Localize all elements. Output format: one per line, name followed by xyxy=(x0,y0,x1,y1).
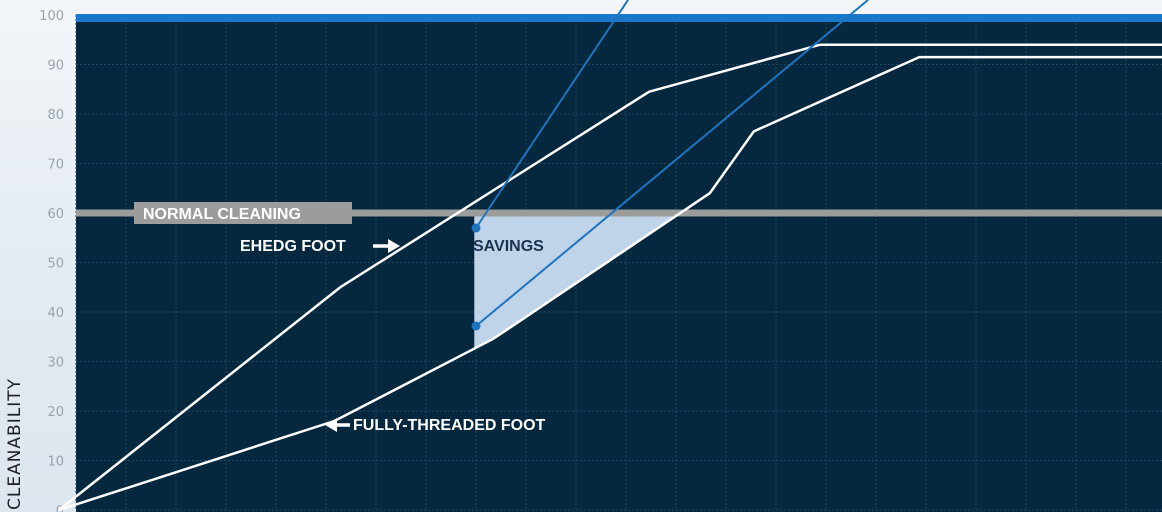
y-tick-label: 100 xyxy=(39,9,64,24)
arrow-right-icon xyxy=(373,239,400,253)
y-tick-label: 10 xyxy=(47,455,64,470)
y-tick-label: 40 xyxy=(47,306,64,321)
pointer-line-upper xyxy=(475,0,629,229)
y-axis-label: CLEANABILITY xyxy=(5,378,25,510)
y-tick-label: 50 xyxy=(47,257,64,272)
arrow-right-head xyxy=(388,239,400,253)
pointer-dot-upper xyxy=(471,223,481,233)
arrow-left-head xyxy=(325,418,337,432)
series-line-fully-threaded xyxy=(58,55,1162,512)
series-line-ehedg xyxy=(58,43,1162,511)
pointer-lines xyxy=(471,0,869,331)
arrow-left-icon xyxy=(325,418,350,432)
series-group xyxy=(58,43,1162,512)
pointer-dot-lower xyxy=(471,321,481,331)
y-tick-label: 70 xyxy=(47,158,64,173)
normal-cleaning-label: NORMAL CLEANING xyxy=(143,206,301,223)
y-tick-label: 80 xyxy=(47,108,64,123)
top-band xyxy=(76,14,1162,22)
plot-background xyxy=(76,15,1162,512)
y-tick-label: 90 xyxy=(47,59,64,74)
ehedg-foot-label: EHEDG FOOT xyxy=(240,238,346,255)
savings-label: SAVINGS xyxy=(473,238,544,255)
fully-threaded-foot-label: FULLY-THREADED FOOT xyxy=(353,417,546,434)
y-tick-label: 60 xyxy=(47,207,64,222)
y-tick-label: 30 xyxy=(47,356,64,371)
normal-cleaning-label-bg xyxy=(134,202,352,224)
y-tick-label: 20 xyxy=(47,405,64,420)
grid xyxy=(75,14,1162,511)
pointer-line-lower xyxy=(475,0,869,327)
